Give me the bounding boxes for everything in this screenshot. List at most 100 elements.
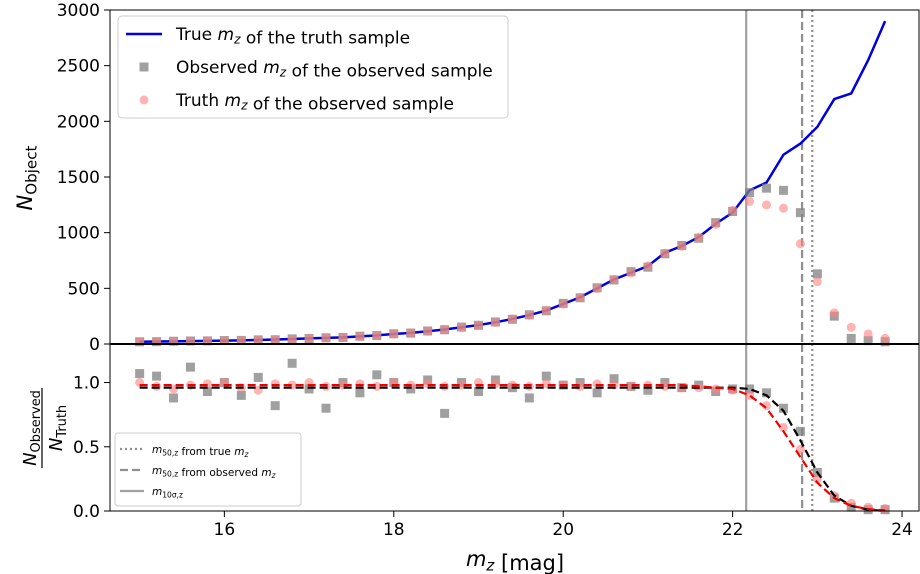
marker-square (152, 371, 162, 381)
y-label-numerator: NObserved​ (20, 390, 44, 466)
marker-circle (524, 310, 534, 320)
marker-circle (762, 401, 772, 411)
marker-square (372, 370, 382, 380)
marker-circle (745, 196, 755, 206)
marker-square (355, 388, 365, 398)
x-tick-label: 24 (891, 520, 913, 540)
marker-square (592, 388, 602, 398)
marker-square (745, 188, 755, 198)
x-axis-label: mz​ [mag] (466, 547, 564, 574)
marker-circle (253, 335, 263, 345)
legend-swatch (139, 62, 149, 72)
marker-square (795, 208, 805, 218)
marker-circle (677, 241, 687, 251)
marker-square (778, 185, 788, 195)
marker-square (863, 336, 873, 346)
marker-square (778, 403, 788, 413)
panel: 0 500 1000 1500 2000 2500 3000 (57, 1, 920, 355)
y-tick-label: 2500 (57, 57, 100, 77)
marker-circle (846, 322, 856, 332)
y-tick-label: 1500 (57, 168, 100, 188)
legend-label: m50,z​ from true mz​ (152, 444, 249, 459)
legend-label: m10σ,z​ (152, 486, 183, 499)
marker-circle (711, 219, 721, 229)
marker-circle (626, 381, 636, 391)
marker-square (643, 385, 653, 395)
marker-circle (575, 381, 585, 391)
y-axis-label: NObject​ (13, 145, 41, 210)
y-tick-label: 500 (68, 279, 100, 299)
marker-circle (812, 277, 822, 287)
marker-circle (372, 330, 382, 340)
marker-square (185, 362, 195, 372)
marker-circle (440, 381, 450, 391)
marker-square (135, 369, 145, 379)
marker-circle (694, 232, 704, 242)
marker-circle (880, 503, 890, 513)
marker-square (287, 358, 297, 368)
marker-circle (609, 274, 619, 284)
marker-square (253, 372, 263, 382)
marker-circle (524, 381, 534, 391)
marker-circle (304, 333, 314, 343)
legend: m50,z​ from true mz​ m50,z​ from observed… (114, 432, 302, 507)
marker-circle (321, 381, 331, 391)
marker-square (762, 388, 772, 398)
x-tick-label: 20 (552, 520, 574, 540)
marker-circle (406, 328, 416, 338)
y-tick-label: 0.0 (73, 502, 100, 522)
marker-circle (660, 381, 670, 391)
marker-circle (728, 205, 738, 215)
marker-circle (778, 203, 788, 213)
marker-circle (762, 200, 772, 210)
marker-circle (389, 329, 399, 339)
marker-circle (338, 332, 348, 342)
marker-circle (541, 305, 551, 315)
marker-square (270, 401, 280, 411)
y-axis-label-fraction: NObserved​ NTruth​ (20, 388, 70, 468)
marker-circle (355, 332, 365, 342)
marker-circle (507, 314, 517, 324)
marker-square (321, 403, 331, 413)
marker-circle (643, 261, 653, 271)
marker-circle (575, 292, 585, 302)
y-tick-label: 3000 (57, 1, 100, 21)
marker-circle (473, 320, 483, 330)
marker-square (304, 384, 314, 394)
legend-swatch (139, 95, 149, 105)
marker-square (524, 393, 534, 403)
legend-box (114, 432, 302, 507)
legend-label: Truth mz​ of the observed sample (175, 91, 454, 114)
marker-circle (219, 336, 229, 346)
marker-square (745, 384, 755, 394)
marker-square (762, 183, 772, 193)
marker-square (812, 269, 822, 279)
marker-circle (423, 326, 433, 336)
legend: True mz​ of the truth sample Observed mz​… (117, 15, 509, 119)
legend-label: Observed mz​ of the observed sample (176, 58, 493, 81)
marker-circle (778, 423, 788, 432)
marker-square (169, 393, 179, 403)
marker-circle (863, 329, 873, 339)
legend-box (117, 15, 509, 119)
marker-circle (457, 322, 467, 332)
y-tick-label: 2000 (57, 112, 100, 132)
marker-circle (270, 335, 280, 345)
marker-circle (592, 284, 602, 294)
marker-circle (287, 334, 297, 344)
marker-circle (321, 333, 331, 343)
x-tick-label: 22 (722, 520, 744, 540)
series-line (139, 386, 886, 513)
marker-circle (660, 248, 670, 258)
y-tick-label: 0 (89, 335, 100, 355)
marker-square (609, 374, 619, 384)
marker-square (236, 390, 246, 400)
marker-circle (795, 444, 805, 454)
y-label-denominator: NTruth​ (46, 405, 70, 451)
marker-square (541, 371, 551, 381)
marker-circle (795, 239, 805, 249)
y-tick-label: 0.5 (73, 438, 100, 458)
marker-circle (490, 317, 500, 327)
marker-square (473, 387, 483, 397)
